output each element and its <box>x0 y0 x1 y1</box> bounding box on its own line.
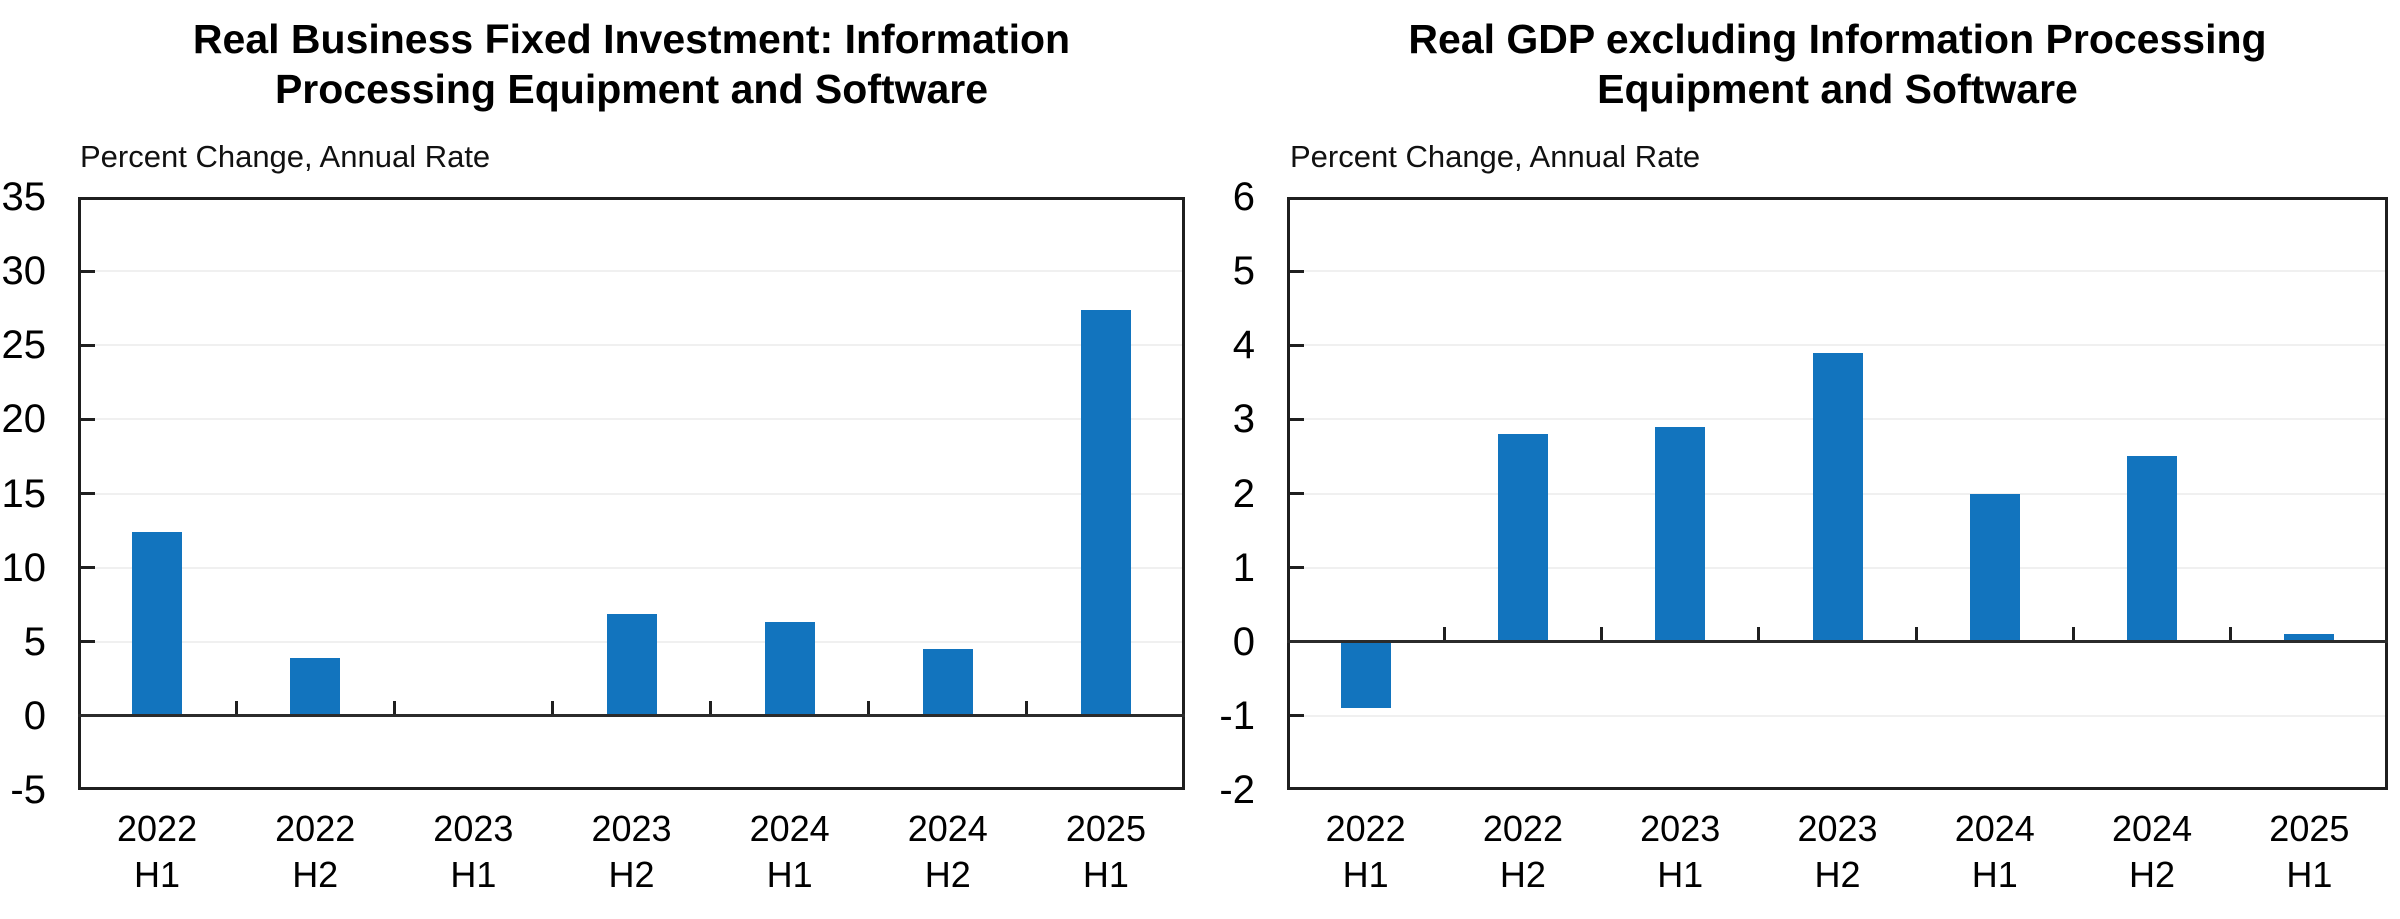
gridline-y-20 <box>81 418 1182 421</box>
gridline-y-15 <box>81 492 1182 495</box>
bar-2022-H2 <box>1497 434 1548 642</box>
y-axis-tick-5 <box>1290 269 1304 273</box>
bar-2022-H1 <box>132 532 183 716</box>
y-axis-tick-label-5: 5 <box>1232 249 1255 294</box>
y-axis-tick-label-20: 20 <box>1 397 47 442</box>
x-axis-category-label-2023-H2: 2023 H2 <box>1797 808 1878 895</box>
gridline-y-5 <box>1290 270 2385 273</box>
y-axis-tick-label-5: 5 <box>23 619 46 664</box>
y-axis-tick-label-3: 3 <box>1232 397 1255 442</box>
x-axis-category-label-2025-H1: 2025 H1 <box>2269 808 2350 895</box>
y-axis-tick-label-35: 35 <box>1 175 47 219</box>
y-axis-tick-label--2: -2 <box>1219 768 1255 812</box>
y-axis-tick-label-15: 15 <box>1 471 47 516</box>
y-axis-tick-label-4: 4 <box>1232 323 1255 368</box>
x-axis-tick-3 <box>1757 626 1761 641</box>
x-axis-category-label-2024-H2: 2024 H2 <box>2112 808 2193 895</box>
y-axis-tick-label-6: 6 <box>1232 175 1255 219</box>
left-chart-title: Real Business Fixed Investment: Informat… <box>192 16 1071 112</box>
x-axis-tick-3 <box>550 700 554 715</box>
right-chart-title: Real GDP excluding Information Processin… <box>1408 16 2267 112</box>
left-chart-units-label: Percent Change, Annual Rate <box>80 139 491 174</box>
x-axis-category-label-2022-H2: 2022 H2 <box>275 808 356 895</box>
x-axis-category-label-2023-H2: 2023 H2 <box>591 808 672 895</box>
x-axis-category-label-2025-H1: 2025 H1 <box>1065 808 1146 895</box>
x-axis-tick-5 <box>867 700 871 715</box>
y-axis-tick-label-30: 30 <box>1 249 47 294</box>
gridline-y-4 <box>1290 344 2385 347</box>
x-axis-category-label-2022-H2: 2022 H2 <box>1482 808 1563 895</box>
bar-2024-H1 <box>1969 493 2020 642</box>
y-axis-tick-label-1: 1 <box>1232 545 1255 590</box>
y-axis-tick-25 <box>81 343 95 347</box>
y-axis-tick-label-0: 0 <box>1232 619 1255 664</box>
gridline-y-10 <box>81 566 1182 569</box>
y-axis-tick-label-2: 2 <box>1232 471 1255 516</box>
y-axis-tick-15 <box>81 492 95 495</box>
y-axis-tick-1 <box>1290 566 1304 570</box>
y-axis-tick--1 <box>1290 714 1304 718</box>
right-chart-units-label: Percent Change, Annual Rate <box>1290 139 1701 174</box>
gridline-y--1 <box>1290 714 2385 717</box>
zero-line <box>78 714 1185 718</box>
bar-2024-H1 <box>764 622 815 716</box>
x-axis-tick-1 <box>234 700 238 715</box>
x-axis-category-label-2022-H1: 2022 H1 <box>117 808 198 895</box>
x-axis-tick-5 <box>2071 626 2075 641</box>
bar-2024-H2 <box>2127 456 2178 642</box>
bar-2024-H2 <box>922 649 973 716</box>
y-axis-tick-label-25: 25 <box>1 323 47 368</box>
x-axis-category-label-2023-H1: 2023 H1 <box>1640 808 1721 895</box>
x-axis-tick-6 <box>1025 700 1029 715</box>
bar-2023-H2 <box>1812 352 1863 642</box>
y-axis-tick-label--5: -5 <box>10 768 46 812</box>
gridline-y-25 <box>81 344 1182 347</box>
bar-2025-H1 <box>1080 309 1131 716</box>
bar-2025-H1 <box>2284 634 2335 642</box>
y-axis-tick-5 <box>81 640 95 644</box>
bar-2023-H1 <box>1655 426 1706 642</box>
x-axis-category-label-2023-H1: 2023 H1 <box>433 808 514 895</box>
zero-line <box>1287 640 2388 644</box>
x-axis-category-label-2022-H1: 2022 H1 <box>1325 808 1406 895</box>
gridline-y-30 <box>81 270 1182 273</box>
y-axis-tick-20 <box>81 417 95 421</box>
x-axis-category-label-2024-H1: 2024 H1 <box>749 808 830 895</box>
x-axis-tick-2 <box>1600 626 1604 641</box>
bar-2023-H2 <box>606 613 657 716</box>
y-axis-tick-label-0: 0 <box>23 693 46 738</box>
x-axis-tick-1 <box>1442 626 1446 641</box>
y-axis-tick-label--1: -1 <box>1219 693 1255 738</box>
y-axis-tick-30 <box>81 269 95 273</box>
bar-2022-H2 <box>290 658 341 716</box>
y-axis-tick-2 <box>1290 492 1304 495</box>
y-axis-tick-10 <box>81 566 95 570</box>
x-axis-tick-4 <box>1914 626 1918 641</box>
x-axis-tick-4 <box>709 700 713 715</box>
x-axis-tick-6 <box>2229 626 2233 641</box>
y-axis-tick-3 <box>1290 417 1304 421</box>
x-axis-category-label-2024-H1: 2024 H1 <box>1954 808 2035 895</box>
y-axis-tick-label-10: 10 <box>1 545 47 590</box>
x-axis-category-label-2024-H2: 2024 H2 <box>907 808 988 895</box>
x-axis-tick-2 <box>392 700 396 715</box>
y-axis-tick-4 <box>1290 343 1304 347</box>
bar-2022-H1 <box>1340 641 1391 709</box>
